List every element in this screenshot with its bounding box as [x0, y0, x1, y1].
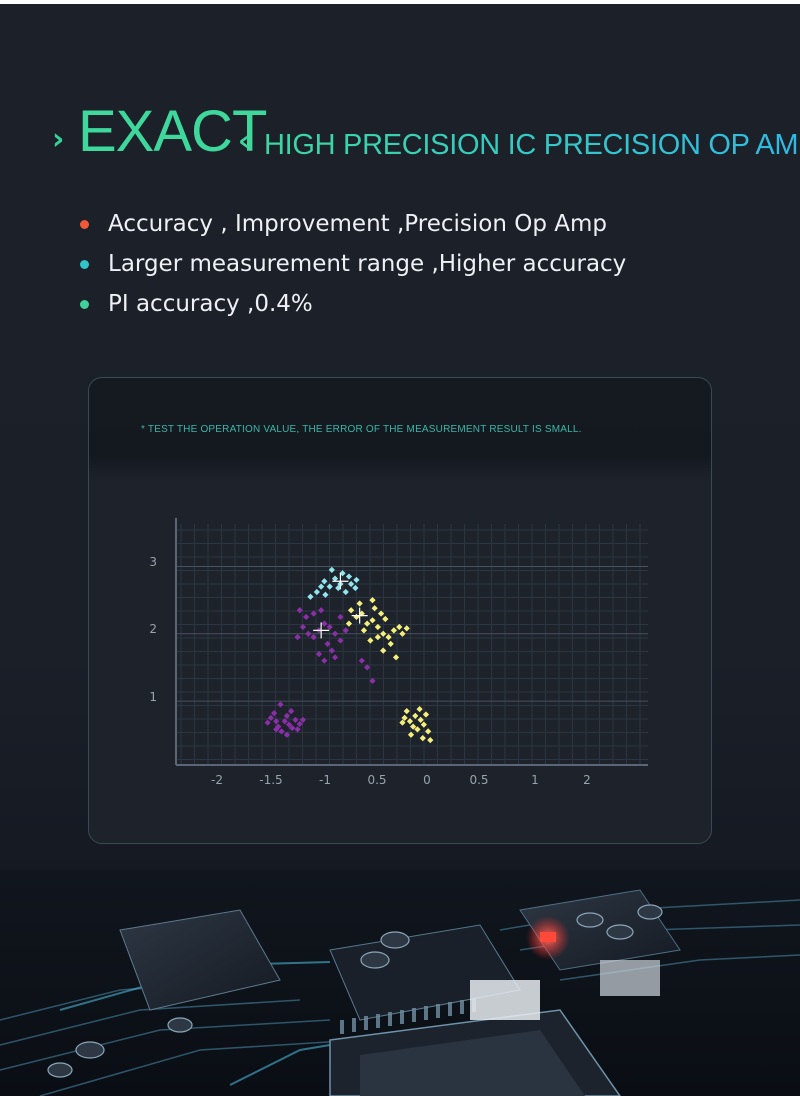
data-point [347, 580, 355, 588]
chart-card: * TEST THE OPERATION VALUE, THE ERROR OF… [88, 377, 712, 844]
data-point [387, 640, 394, 647]
data-point [342, 588, 349, 596]
feature-item: Larger measurement range ,Higher accurac… [80, 244, 780, 284]
chart-note: * TEST THE OPERATION VALUE, THE ERROR OF… [141, 424, 582, 435]
data-point [321, 620, 328, 627]
data-point [403, 625, 410, 632]
data-point [278, 728, 285, 735]
data-point [307, 593, 314, 600]
data-point [352, 584, 359, 592]
data-point [296, 607, 303, 614]
chevron-left-icon: ‹ [238, 124, 250, 157]
data-point [416, 706, 423, 713]
headline-title: EXACT [78, 99, 267, 164]
headline: › EXACT ‹ HIGH PRECISION IC PRECISION OP… [52, 99, 800, 170]
data-point [322, 591, 329, 598]
data-point [417, 716, 424, 724]
data-point [296, 720, 303, 728]
data-point [392, 654, 400, 661]
data-point [277, 701, 284, 708]
data-point [264, 719, 271, 726]
x-tick-label: 1 [531, 773, 539, 787]
data-point [292, 716, 299, 724]
data-point [305, 630, 312, 637]
bullet-dot-icon [80, 220, 89, 229]
data-point [380, 647, 387, 654]
data-point [364, 620, 371, 627]
bullet-dot-icon [80, 260, 89, 269]
data-point [267, 714, 274, 722]
feature-text: Larger measurement range ,Higher accurac… [108, 251, 627, 277]
data-point [380, 630, 387, 637]
data-point [360, 627, 368, 634]
x-tick-label: 0.5 [367, 773, 386, 787]
data-point [331, 654, 339, 661]
top-edge [0, 0, 800, 4]
data-point [369, 677, 376, 684]
data-point [367, 637, 374, 644]
circuit-board-image [0, 870, 800, 1096]
data-point [331, 630, 339, 637]
feature-item: PI accuracy ,0.4% [80, 284, 780, 324]
bullet-dot-icon [80, 300, 89, 309]
feature-text: Accuracy , Improvement ,Precision Op Amp [108, 211, 607, 237]
data-point [403, 708, 410, 715]
data-point [303, 613, 310, 621]
data-point [420, 721, 427, 728]
data-point [356, 600, 363, 607]
data-point [321, 657, 328, 664]
feature-list: Accuracy , Improvement ,Precision Op Amp… [80, 204, 780, 324]
data-point [399, 630, 406, 637]
y-tick-label: 1 [149, 690, 157, 704]
data-point [371, 605, 378, 612]
data-point [294, 726, 301, 733]
data-point [427, 736, 434, 744]
data-point [353, 613, 360, 621]
data-point [313, 588, 320, 596]
data-point [401, 714, 408, 722]
y-tick-label: 3 [149, 555, 157, 569]
data-point [347, 607, 355, 614]
y-tick-label: 2 [149, 622, 157, 636]
x-tick-label: -2 [211, 773, 223, 787]
data-point [270, 710, 278, 717]
data-point [318, 607, 325, 614]
x-tick-label: -1.5 [259, 773, 282, 787]
data-point [419, 734, 426, 742]
data-point [342, 627, 349, 634]
chevron-right-icon: › [52, 122, 65, 157]
x-tick-label: 0 [423, 773, 431, 787]
data-point [345, 620, 353, 627]
data-point [358, 657, 365, 664]
scatter-chart: 1 2 3 -2 -1.5 -1 0.5 0 0.5 1 2 [149, 518, 648, 787]
data-point [406, 718, 414, 725]
data-point [425, 728, 432, 735]
data-point [294, 634, 301, 641]
data-point [345, 573, 353, 580]
data-point [321, 578, 328, 585]
data-point [374, 634, 381, 641]
data-point [412, 712, 419, 719]
data-point [364, 664, 371, 671]
data-point [353, 576, 360, 584]
x-tick-label: -1 [319, 773, 331, 787]
data-point [422, 711, 430, 718]
feature-item: Accuracy , Improvement ,Precision Op Amp [80, 204, 780, 244]
x-tick-label: 2 [583, 773, 591, 787]
x-tick-label: 0.5 [469, 773, 488, 787]
headline-subtitle: HIGH PRECISION IC PRECISION OP AMP [264, 128, 800, 162]
data-point [390, 627, 398, 634]
feature-text: PI accuracy ,0.4% [108, 291, 313, 317]
data-point [385, 634, 392, 641]
